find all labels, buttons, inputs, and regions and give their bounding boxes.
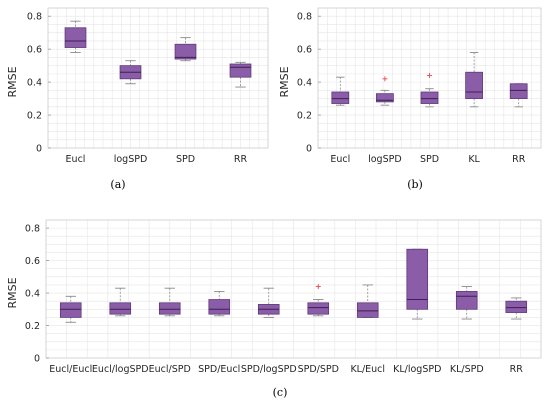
box-SPD: [174, 37, 197, 62]
x-tick-label: RR: [510, 364, 524, 375]
x-tick-label: Eucl: [66, 154, 86, 165]
box-KL/SPD: [455, 286, 478, 320]
y-tick-label: 0.2: [27, 111, 42, 122]
iqr-box: [455, 291, 478, 310]
y-tick-label: 0.8: [297, 12, 312, 23]
y-tick-label: 0: [36, 144, 42, 155]
x-tick-label: KL/SPD: [450, 364, 484, 375]
x-tick-label: KL/Eucl: [350, 364, 385, 375]
iqr-box: [59, 302, 82, 318]
iqr-box: [229, 63, 252, 78]
outlier-marker: [315, 284, 321, 290]
x-tick-label: KL/logSPD: [393, 364, 441, 375]
y-axis-label: RMSE: [6, 66, 19, 97]
iqr-box: [307, 302, 330, 315]
panel-caption: (b): [407, 178, 423, 191]
y-tick-label: 0.6: [27, 45, 42, 56]
box-SPD/SPD: [307, 284, 330, 317]
box-Eucl/SPD: [158, 287, 181, 317]
y-tick-label: 0.2: [25, 321, 40, 332]
box-SPD/logSPD: [257, 287, 280, 318]
x-tick-label: SPD: [176, 154, 195, 165]
iqr-box: [174, 43, 197, 60]
box-RR: [229, 61, 252, 88]
y-axis-label: RMSE: [6, 277, 19, 308]
box-RR: [505, 297, 528, 320]
iqr-box: [509, 83, 528, 99]
iqr-box: [376, 93, 394, 103]
x-tick-label: Eucl/SPD: [149, 364, 191, 375]
chart-panel-2: 0 0.2 0.4 0.6 0.8 RMSE Eucl logSPD SPD KL RR (b): [278, 7, 542, 191]
iqr-box: [505, 300, 528, 313]
box-Eucl/Eucl: [59, 295, 82, 323]
iqr-box: [208, 299, 231, 315]
chart-panel-3: 0 0.2 0.4 0.6 0.8 RMSE Eucl/Eucl Eucl/logSPD Euc…: [6, 219, 542, 399]
box-logSPD: [119, 60, 142, 85]
x-tick-label: SPD: [420, 154, 439, 165]
panel-caption: (c): [273, 386, 288, 399]
y-tick-label: 0.6: [25, 256, 40, 267]
iqr-box: [331, 91, 350, 104]
plot-frame: [45, 219, 542, 359]
y-tick-label: 0.2: [297, 111, 312, 122]
x-tick-label: logSPD: [114, 154, 148, 165]
x-tick-label: SPD/SPD: [298, 364, 339, 375]
box-SPD/Eucl: [208, 290, 231, 317]
y-tick-label: 0.6: [297, 45, 312, 56]
x-tick-label: SPD/logSPD: [241, 364, 297, 375]
chart-panel-1: 0 0.2 0.4 0.6 0.8 RMSE Eucl logSPD SPD RR (a): [6, 7, 269, 191]
box-RR: [509, 83, 528, 108]
plot-frame: [317, 7, 542, 149]
outlier-marker: [382, 76, 388, 82]
y-axis-label: RMSE: [278, 66, 291, 97]
box-logSPD: [376, 76, 394, 106]
x-tick-label: Eucl: [330, 154, 350, 165]
iqr-box: [420, 91, 439, 104]
y-tick-label: 0: [306, 144, 312, 155]
x-tick-label: Eucl/Eucl: [49, 364, 92, 375]
iqr-box: [109, 302, 132, 315]
x-tick-label: KL: [468, 154, 480, 165]
iqr-box: [64, 27, 87, 48]
box-SPD: [420, 73, 439, 108]
y-tick-label: 0.8: [25, 224, 40, 235]
box-KL: [465, 52, 483, 108]
iqr-box: [465, 71, 483, 99]
panel-caption: (a): [110, 178, 125, 191]
x-tick-label: RR: [234, 154, 248, 165]
iqr-box: [406, 248, 429, 310]
box-Eucl/logSPD: [109, 287, 132, 317]
box-KL/Eucl: [356, 284, 379, 318]
iqr-box: [158, 302, 181, 315]
x-tick-label: logSPD: [368, 154, 402, 165]
box-Eucl: [331, 76, 350, 106]
x-tick-label: SPD/Eucl: [198, 364, 240, 375]
x-tick-label: RR: [512, 154, 526, 165]
y-tick-label: 0.4: [297, 78, 312, 89]
y-tick-label: 0.4: [25, 289, 40, 300]
plot-frame: [47, 7, 269, 149]
box-Eucl: [64, 20, 87, 53]
box-KL/logSPD: [406, 248, 429, 320]
iqr-box: [356, 302, 379, 318]
y-tick-label: 0: [34, 354, 40, 365]
outlier-marker: [427, 73, 432, 79]
y-tick-label: 0.4: [27, 78, 42, 89]
x-tick-label: Eucl/logSPD: [92, 364, 149, 375]
y-tick-label: 0.8: [27, 12, 42, 23]
